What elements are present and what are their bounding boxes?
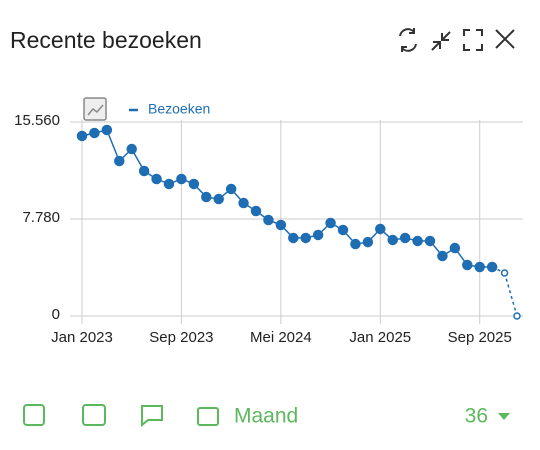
data-point (151, 173, 162, 185)
data-point (213, 193, 224, 205)
data-point (201, 191, 212, 203)
data-point (76, 130, 88, 142)
data-point (176, 173, 187, 185)
refresh-icon[interactable] (399, 28, 417, 52)
data-point (238, 197, 249, 209)
dropdown-caret[interactable] (498, 413, 510, 420)
count-selector[interactable]: 36 (465, 405, 488, 428)
data-point (126, 143, 137, 155)
y-tick-label: 7.780 (22, 209, 60, 226)
close-icon[interactable] (495, 29, 515, 49)
data-point (138, 165, 150, 177)
share-icon[interactable] (23, 404, 45, 426)
x-tick-label: Sep 2023 (149, 329, 213, 346)
data-point (449, 242, 461, 254)
legend-label: Bezoeken (148, 101, 210, 117)
y-tick-label: 15.560 (14, 112, 60, 129)
header-icons[interactable] (399, 28, 515, 52)
data-point (350, 238, 361, 250)
data-point (288, 232, 299, 244)
collapse-icon[interactable] (431, 31, 451, 51)
data-point (263, 214, 274, 226)
data-point (486, 261, 498, 273)
data-point (474, 261, 485, 273)
period-selector[interactable]: Maand (234, 405, 298, 428)
data-point (375, 223, 386, 235)
data-point (362, 236, 374, 248)
widget-title: Recente bezoeken (10, 27, 202, 53)
footer-icons[interactable] (23, 404, 219, 428)
data-point (412, 235, 423, 247)
data-point (89, 127, 100, 139)
data-point (462, 259, 473, 271)
chart-type-icon[interactable] (83, 97, 107, 121)
data-point (300, 232, 311, 244)
comment-icon[interactable] (141, 405, 163, 428)
data-point (163, 178, 175, 190)
data-point (424, 235, 436, 247)
data-point (275, 219, 287, 231)
x-tick-label: Jan 2023 (51, 329, 113, 346)
y-tick-label: 0 (52, 306, 60, 323)
data-point (325, 217, 336, 229)
data-point (188, 178, 200, 190)
calendar-icon[interactable] (197, 407, 219, 426)
data-point (312, 229, 324, 241)
data-point (437, 250, 448, 262)
line-segment (503, 272, 518, 317)
data-point (387, 234, 398, 246)
data-point (337, 224, 349, 236)
image-icon[interactable] (82, 404, 106, 426)
chart-type-icon-glyph (87, 104, 104, 116)
x-tick-label: Sep 2025 (448, 329, 512, 346)
data-point (399, 232, 411, 244)
fullscreen-icon[interactable] (463, 29, 483, 51)
line-segment (106, 129, 120, 162)
x-tick-label: Mei 2024 (250, 329, 312, 346)
data-point (114, 155, 125, 167)
data-point (513, 312, 521, 320)
data-point (225, 183, 237, 195)
data-point (101, 124, 113, 136)
x-tick-label: Jan 2025 (349, 329, 411, 346)
data-point (250, 205, 262, 217)
data-point (500, 269, 509, 277)
